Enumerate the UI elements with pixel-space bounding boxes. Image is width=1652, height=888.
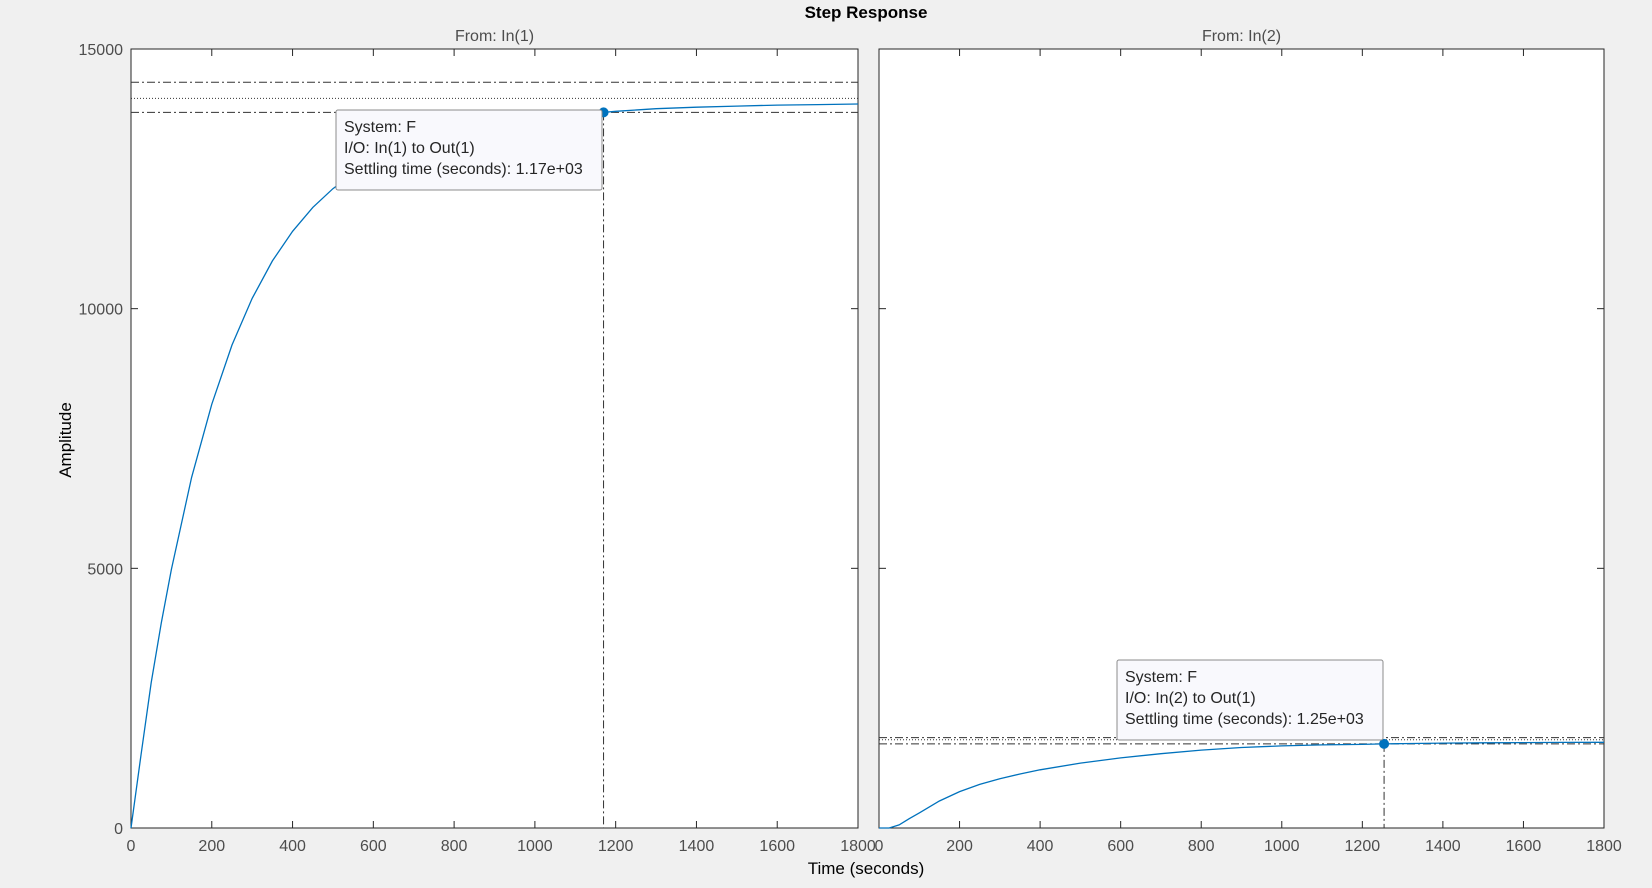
x-tick-label: 1800 bbox=[840, 838, 876, 855]
annotation-settling: Settling time (seconds): 1.25e+03 bbox=[1125, 711, 1364, 728]
annotation-system: System: F bbox=[344, 119, 416, 136]
y-tick-label: 0 bbox=[114, 821, 123, 838]
x-tick-label: 200 bbox=[946, 838, 973, 855]
x-tick-label: 1800 bbox=[1586, 838, 1622, 855]
x-tick-label: 1400 bbox=[1425, 838, 1461, 855]
y-tick-label: 15000 bbox=[79, 42, 124, 59]
x-tick-label: 800 bbox=[1188, 838, 1215, 855]
y-tick-label: 5000 bbox=[87, 561, 123, 578]
settling-time-marker bbox=[1379, 738, 1390, 749]
settling-annotation: System: F I/O: In(2) to Out(1) Settling ti… bbox=[1116, 659, 1384, 741]
figure-title: Step Response bbox=[805, 3, 928, 22]
panel-1: From: In(1) 0 200 400 600 800 1000 1200 1400 1600… bbox=[79, 28, 876, 855]
annotation-box bbox=[1116, 659, 1384, 741]
x-tick-label: 600 bbox=[1107, 838, 1134, 855]
x-tick-label: 200 bbox=[198, 838, 225, 855]
panel-subtitle: From: In(2) bbox=[1202, 28, 1281, 45]
x-tick-label: 1000 bbox=[517, 838, 553, 855]
annotation-box bbox=[335, 109, 603, 191]
x-tick-label: 0 bbox=[127, 838, 136, 855]
panel-2: From: In(2) 0 200 400 600 800 1000 1200 1400 1600… bbox=[875, 28, 1622, 855]
x-tick-label: 400 bbox=[1027, 838, 1054, 855]
x-tick-label: 1400 bbox=[679, 838, 715, 855]
x-tick-label: 800 bbox=[441, 838, 468, 855]
x-tick-label: 400 bbox=[279, 838, 306, 855]
response-line bbox=[879, 741, 1605, 829]
x-tick-label: 1600 bbox=[759, 838, 795, 855]
settling-annotation: System: F I/O: In(1) to Out(1) Settling ti… bbox=[335, 109, 603, 191]
x-tick-label: 1000 bbox=[1264, 838, 1300, 855]
annotation-io: I/O: In(2) to Out(1) bbox=[1125, 690, 1256, 707]
x-tick-label: 0 bbox=[875, 838, 884, 855]
x-tick-label: 600 bbox=[360, 838, 387, 855]
x-tick-label: 1200 bbox=[598, 838, 634, 855]
x-tick-label: 1600 bbox=[1506, 838, 1542, 855]
annotation-io: I/O: In(1) to Out(1) bbox=[344, 140, 475, 157]
x-axis-label: Time (seconds) bbox=[808, 859, 925, 878]
x-tick-label: 1200 bbox=[1345, 838, 1381, 855]
annotation-settling: Settling time (seconds): 1.17e+03 bbox=[344, 161, 583, 178]
panel-subtitle: From: In(1) bbox=[455, 28, 534, 45]
y-tick-label: 10000 bbox=[79, 302, 124, 319]
y-axis-label: Amplitude bbox=[56, 402, 75, 478]
annotation-system: System: F bbox=[1125, 669, 1197, 686]
